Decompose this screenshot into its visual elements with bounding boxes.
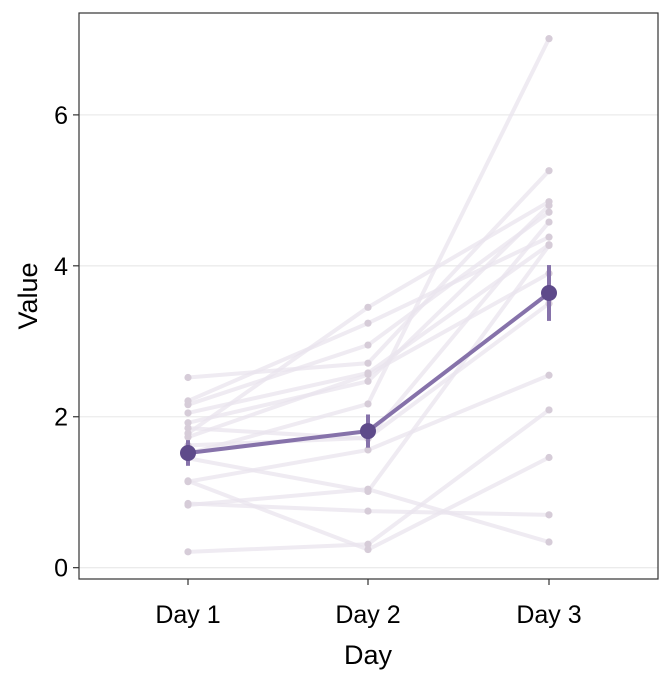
subject-point <box>545 233 553 241</box>
x-tick-label: Day 1 <box>155 601 220 629</box>
subject-point <box>545 538 553 546</box>
subject-point <box>184 373 192 382</box>
subject-point <box>545 35 553 43</box>
y-tick-label: 2 <box>54 404 68 432</box>
subject-point <box>184 409 192 417</box>
subject-point <box>545 371 553 379</box>
subject-point <box>545 406 553 414</box>
subject-point <box>184 429 192 437</box>
x-axis-title: Day <box>344 640 393 670</box>
subject-point <box>364 377 372 385</box>
mean-point <box>541 284 557 301</box>
subject-point <box>545 241 553 249</box>
subject-point <box>364 369 372 377</box>
subject-point <box>184 501 192 509</box>
y-tick-label: 6 <box>54 102 68 130</box>
subject-point <box>184 419 192 427</box>
subject-lines <box>184 35 553 556</box>
subject-point <box>184 477 192 485</box>
subject-point <box>364 540 372 548</box>
subject-point <box>364 359 372 367</box>
subject-point <box>364 487 372 496</box>
subject-point <box>364 319 372 327</box>
subject-point <box>364 545 372 554</box>
mean-series <box>180 265 557 466</box>
subject-point <box>184 548 192 556</box>
subject-point <box>545 198 553 206</box>
plot-background <box>79 13 658 579</box>
subject-point <box>545 453 553 462</box>
axes: 0 2 4 6 Day 1 Day 2 Day 3 <box>54 102 582 629</box>
y-axis-title: Value <box>13 262 43 329</box>
x-tick-label: Day 3 <box>516 601 581 629</box>
subject-point <box>184 424 192 432</box>
x-tick-label: Day 2 <box>335 601 400 629</box>
mean-point <box>360 423 376 440</box>
subject-point <box>364 400 372 408</box>
subject-point <box>184 397 192 405</box>
subject-point <box>545 208 553 216</box>
y-tick-label: 0 <box>54 555 68 583</box>
subject-point <box>545 218 553 226</box>
subject-point <box>364 341 372 349</box>
subject-point <box>364 446 372 454</box>
subject-point <box>364 507 372 515</box>
y-tick-label: 4 <box>54 253 68 281</box>
mean-point <box>180 444 196 461</box>
subject-point <box>364 303 372 311</box>
subject-point <box>545 167 553 175</box>
subject-point <box>545 511 553 519</box>
